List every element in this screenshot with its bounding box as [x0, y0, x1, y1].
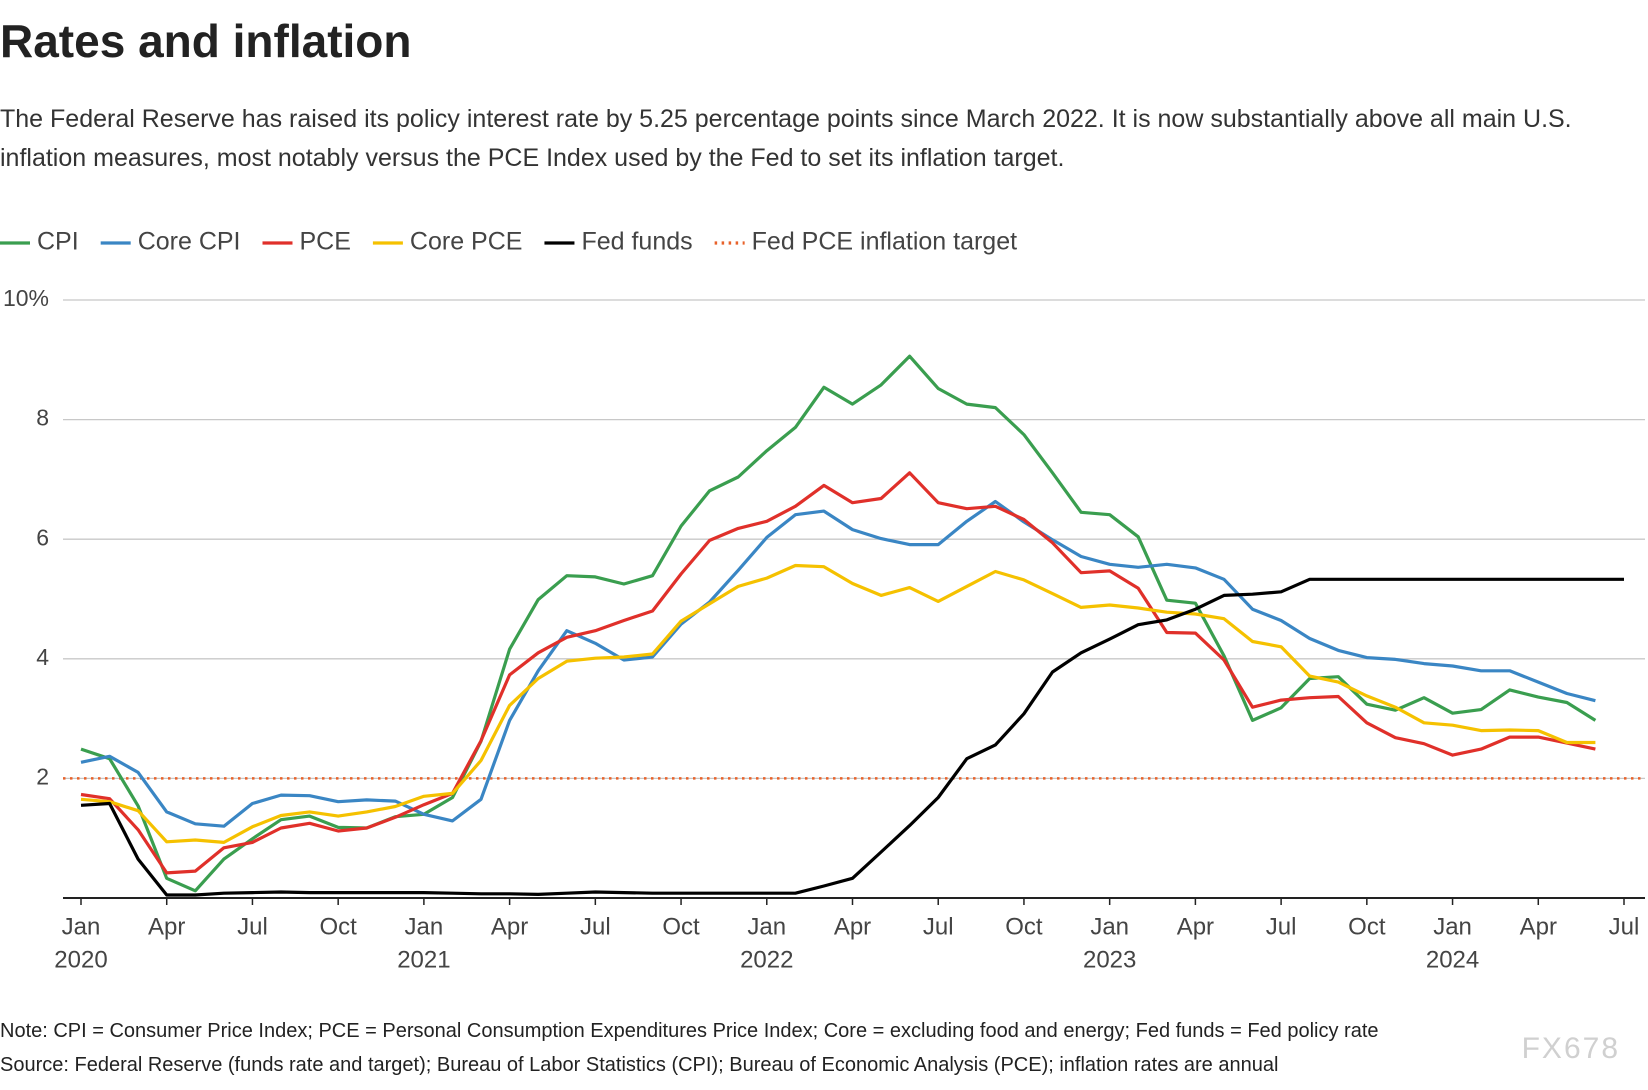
x-tick-label: Apr — [834, 913, 871, 940]
x-tick-label: Apr — [491, 913, 528, 940]
x-tick-label: Jan — [62, 913, 101, 940]
series-line — [80, 354, 1597, 893]
x-tick-label: Oct — [1005, 913, 1043, 940]
y-tick-label: 10% — [3, 285, 49, 311]
x-tick-label: Jan — [405, 913, 444, 940]
legend-label: Core PCE — [410, 228, 523, 256]
y-tick-label: 6 — [36, 524, 49, 550]
chart: 2 4 6 8 10% Jan Apr Jul Oct Jan Apr Jul Oct Jan Apr Jul… — [0, 228, 1645, 973]
y-tick-label: 2 — [36, 763, 49, 789]
legend-label: Fed PCE inflation target — [752, 228, 1017, 256]
y-tick-label: 4 — [36, 644, 49, 670]
x-tick-label: Apr — [148, 913, 185, 940]
x-tick-label: Apr — [1177, 913, 1214, 940]
series-line — [80, 577, 1624, 897]
x-tick-label: Jul — [237, 913, 268, 940]
y-tick-label: 8 — [36, 405, 49, 431]
x-tick-label: Jul — [1609, 913, 1640, 940]
x-tick-label: Jan — [1090, 913, 1129, 940]
x-tick-label: Jan — [747, 913, 786, 940]
legend-label: Core CPI — [138, 228, 241, 256]
x-year-label: 2021 — [397, 946, 450, 973]
x-year-label: 2020 — [54, 946, 107, 973]
x-tick-label: Oct — [662, 913, 700, 940]
series-line — [80, 499, 1596, 828]
chart-subtitle: The Federal Reserve has raised its polic… — [0, 105, 1572, 172]
x-tick-label: Oct — [1348, 913, 1386, 940]
legend-label: CPI — [37, 228, 79, 256]
x-tick-label: Jul — [923, 913, 954, 940]
watermark: FX678 — [1521, 1032, 1620, 1065]
x-year-label: 2023 — [1083, 946, 1136, 973]
x-tick-label: Jul — [1266, 913, 1297, 940]
source-note: Source: Federal Reserve (funds rate and … — [0, 1054, 1279, 1076]
note: Note: CPI = Consumer Price Index; PCE = … — [0, 1020, 1379, 1042]
x-year-label: 2024 — [1426, 946, 1479, 973]
series-line — [80, 471, 1596, 875]
x-tick-label: Jul — [580, 913, 611, 940]
legend-label: Fed funds — [581, 228, 692, 256]
x-tick-label: Apr — [1520, 913, 1557, 940]
chart-title: Rates and inflation — [0, 15, 412, 67]
x-tick-label: Oct — [319, 913, 357, 940]
x-year-label: 2022 — [740, 946, 793, 973]
x-tick-label: Jan — [1433, 913, 1472, 940]
legend-label: PCE — [300, 228, 351, 256]
series-line — [80, 563, 1596, 844]
